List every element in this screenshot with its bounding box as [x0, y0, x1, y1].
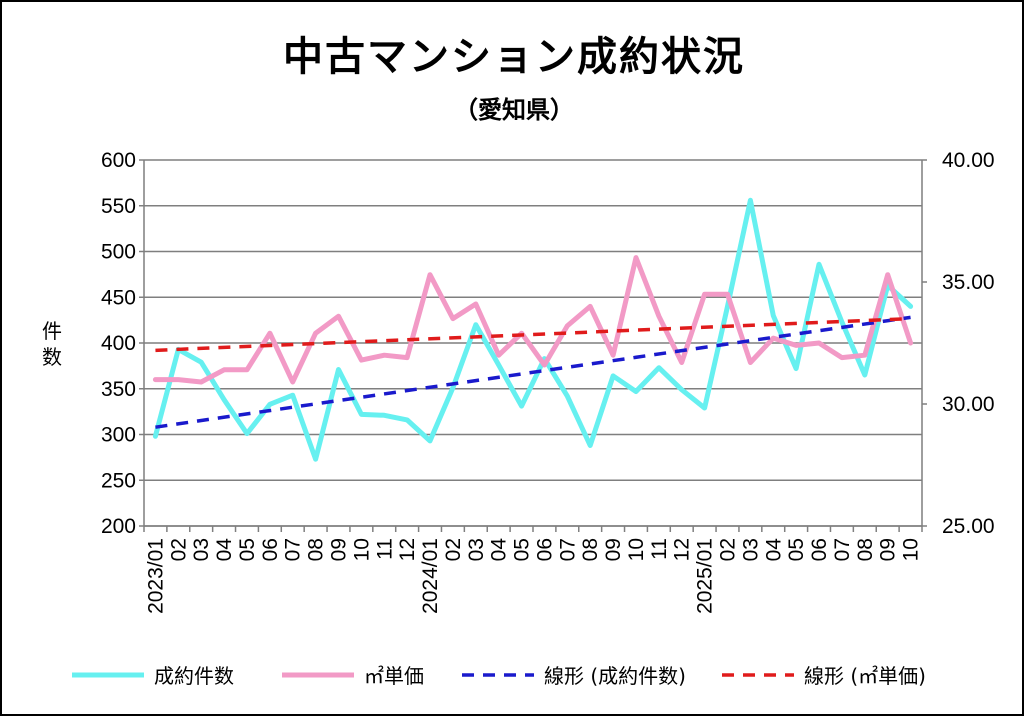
- x-tick-label: 08: [305, 538, 328, 561]
- x-tick-label: 04: [762, 538, 785, 562]
- y-tick-label-left: 550: [101, 195, 136, 218]
- x-tick-label: 05: [236, 538, 259, 561]
- y-tick-label-left: 350: [101, 378, 136, 401]
- y-tick-label-right: 30.00: [942, 393, 995, 416]
- legend-label: ㎡単価: [364, 664, 424, 688]
- y-tick-label-left: 450: [101, 286, 136, 309]
- x-tick-label: 09: [877, 538, 900, 561]
- x-tick-label: 11: [373, 538, 396, 560]
- y-tick-label-right: 35.00: [942, 271, 995, 294]
- x-tick-label: 08: [579, 538, 602, 561]
- y-tick-label-left: 200: [101, 515, 136, 538]
- x-tick-label: 07: [831, 538, 854, 561]
- y-tick-label-left: 500: [101, 241, 136, 264]
- x-tick-label: 12: [671, 538, 694, 561]
- y-tick-label-left: 250: [101, 469, 136, 492]
- x-tick-label: 03: [465, 538, 488, 561]
- legend-label: 線形 (㎡単価): [804, 664, 926, 688]
- x-tick-label: 07: [556, 538, 579, 561]
- y-tick-label-left: 600: [101, 149, 136, 172]
- x-tick-label: 03: [739, 538, 762, 561]
- x-tick-label: 04: [488, 538, 511, 562]
- x-tick-label: 10: [350, 538, 373, 561]
- x-tick-label: 2023/01: [144, 538, 167, 614]
- x-tick-label: 04: [213, 538, 236, 562]
- x-tick-label: 05: [785, 538, 808, 561]
- legend-label: 線形 (成約件数): [544, 664, 686, 688]
- y-tick-label-left: 300: [101, 424, 136, 447]
- series-line-0: [155, 200, 910, 459]
- x-tick-label: 03: [190, 538, 213, 561]
- y-tick-label-left: 400: [101, 332, 136, 355]
- x-tick-label: 06: [259, 538, 282, 561]
- x-tick-label: 12: [396, 538, 419, 561]
- x-tick-label: 2024/01: [419, 538, 442, 614]
- x-tick-label: 09: [328, 538, 351, 561]
- x-tick-label: 2025/01: [694, 538, 717, 614]
- y-tick-label-right: 25.00: [942, 515, 995, 538]
- x-tick-label: 09: [602, 538, 625, 561]
- x-tick-label: 08: [854, 538, 877, 561]
- legend-label: 成約件数: [154, 664, 234, 688]
- x-tick-label: 07: [282, 538, 305, 561]
- x-tick-label: 11: [648, 538, 671, 560]
- y-tick-label-right: 40.00: [942, 149, 995, 172]
- x-tick-label: 06: [533, 538, 556, 561]
- x-tick-label: 10: [900, 538, 923, 561]
- x-tick-label: 10: [625, 538, 648, 561]
- x-tick-label: 05: [511, 538, 534, 561]
- x-tick-label: 02: [717, 538, 740, 561]
- y-axis-label-left: 件数: [42, 319, 62, 369]
- x-tick-label: 02: [442, 538, 465, 561]
- x-tick-label: 02: [167, 538, 190, 561]
- x-tick-label: 06: [808, 538, 831, 561]
